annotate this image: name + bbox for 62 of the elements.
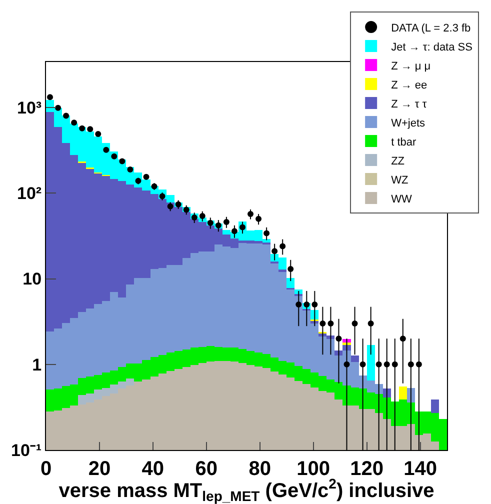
point — [71, 120, 78, 126]
point — [336, 336, 342, 342]
point — [199, 213, 206, 220]
legend-label: ZZ — [391, 155, 405, 168]
y-tick-label: 10⁻¹ — [11, 440, 42, 460]
point — [416, 361, 422, 368]
legend-label: Jet → τ: data SS — [391, 41, 472, 54]
point — [95, 131, 102, 138]
y-tick-label: 10³ — [17, 98, 42, 118]
legend-label: WW — [391, 193, 412, 206]
point — [103, 146, 110, 153]
point — [248, 211, 254, 218]
point — [119, 158, 126, 164]
point — [111, 153, 118, 160]
bar — [350, 355, 359, 362]
point — [352, 320, 358, 327]
legend-label: Z → μ μ — [391, 60, 431, 72]
point — [408, 361, 414, 368]
bar — [430, 399, 439, 414]
bar — [366, 345, 375, 380]
point — [127, 166, 134, 172]
point — [320, 320, 326, 327]
point — [223, 219, 230, 226]
point — [360, 361, 366, 368]
legend-label: Z → ee — [391, 79, 428, 92]
bar — [398, 386, 407, 400]
point — [376, 361, 382, 368]
point — [312, 302, 318, 308]
point — [55, 104, 62, 111]
point — [63, 112, 70, 119]
point — [400, 336, 406, 342]
point — [159, 193, 166, 200]
point — [344, 361, 350, 368]
legend-label: W+jets — [391, 117, 426, 130]
legend-label: DATA (L = 2.3 fb — [391, 22, 471, 34]
point — [288, 266, 294, 272]
point — [143, 174, 150, 180]
legend-label: t tbar — [391, 136, 416, 148]
point — [384, 361, 390, 368]
point — [368, 320, 374, 327]
bar — [286, 278, 295, 288]
bar — [294, 290, 303, 294]
point — [256, 216, 262, 222]
y-tick-label: 10² — [17, 184, 42, 204]
point — [87, 126, 94, 132]
point — [239, 224, 246, 230]
point — [272, 248, 278, 254]
x-tick-label: 0 — [40, 458, 52, 480]
point — [151, 183, 158, 190]
point — [47, 94, 54, 100]
y-tick-label: 10 — [22, 270, 42, 289]
legend-label: Z → τ τ — [391, 98, 428, 110]
point — [79, 125, 86, 132]
point — [280, 243, 286, 250]
legend-label: WZ — [391, 174, 408, 186]
point — [264, 230, 270, 236]
point — [328, 320, 334, 327]
point — [392, 361, 398, 368]
point — [231, 228, 238, 234]
point — [296, 302, 302, 308]
y-tick-label: 1 — [32, 355, 42, 374]
point — [167, 203, 174, 210]
